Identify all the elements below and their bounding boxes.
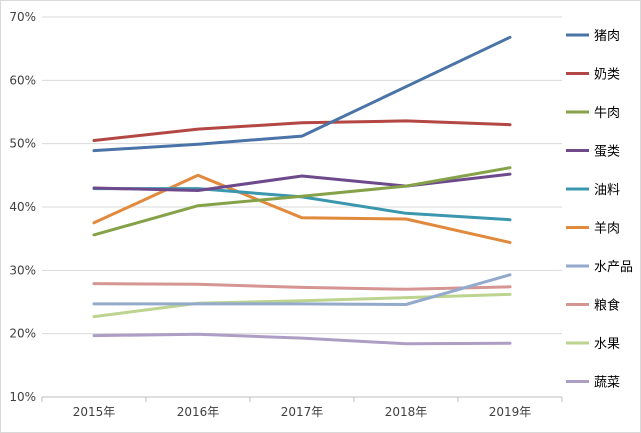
legend-item: 猪肉 [566, 29, 620, 44]
x-tick-label: 2019年 [489, 405, 532, 419]
legend-item: 水产品 [566, 260, 633, 275]
series-line-猪肉 [92, 35, 512, 153]
legend-label: 羊肉 [594, 221, 620, 237]
x-tick-label: 2018年 [385, 405, 428, 419]
y-tick-label: 20% [9, 327, 36, 341]
legend-label: 猪肉 [594, 29, 620, 44]
series-line-羊肉 [92, 173, 512, 244]
axes: 10% 20% 30% 40% 50% 60% 70% 2015年 2016年 2017年 2018… [9, 10, 563, 419]
legend-label: 水产品 [594, 260, 633, 275]
series-line-奶类 [92, 119, 512, 142]
x-tick-label: 2017年 [281, 405, 324, 419]
y-tick-label: 40% [9, 200, 36, 214]
series-line-水产品 [92, 273, 512, 306]
legend-item: 蛋类 [566, 145, 620, 160]
legend-label: 奶类 [594, 68, 620, 83]
legend-label: 粮食 [594, 298, 620, 314]
series-line-粮食 [92, 282, 512, 291]
legend-item: 油料 [566, 183, 620, 198]
y-tick-label: 30% [9, 263, 36, 277]
y-tick-label: 10% [9, 390, 36, 404]
series-line-水果 [92, 292, 512, 319]
legend-label: 牛肉 [594, 106, 620, 121]
legend-label: 蔬菜 [594, 376, 620, 391]
legend-item: 粮食 [566, 298, 620, 314]
x-tick-label: 2015年 [73, 405, 116, 419]
y-tick-label: 70% [9, 10, 36, 24]
legend-label: 水果 [594, 337, 620, 352]
x-tick-label: 2016年 [177, 405, 220, 419]
legend-label: 蛋类 [594, 145, 620, 160]
legend-item: 蔬菜 [566, 376, 620, 391]
legend-label: 油料 [594, 183, 620, 198]
series-line-牛肉 [92, 166, 512, 237]
legend-item: 牛肉 [566, 106, 620, 121]
y-tick-label: 50% [9, 137, 36, 151]
series-line-蛋类 [92, 172, 512, 192]
legend-item: 羊肉 [566, 221, 620, 237]
series-line-蔬菜 [92, 332, 512, 346]
legend-item: 水果 [566, 337, 620, 352]
series-lines [92, 35, 512, 346]
legend-item: 奶类 [566, 68, 620, 83]
y-tick-label: 60% [9, 73, 36, 87]
